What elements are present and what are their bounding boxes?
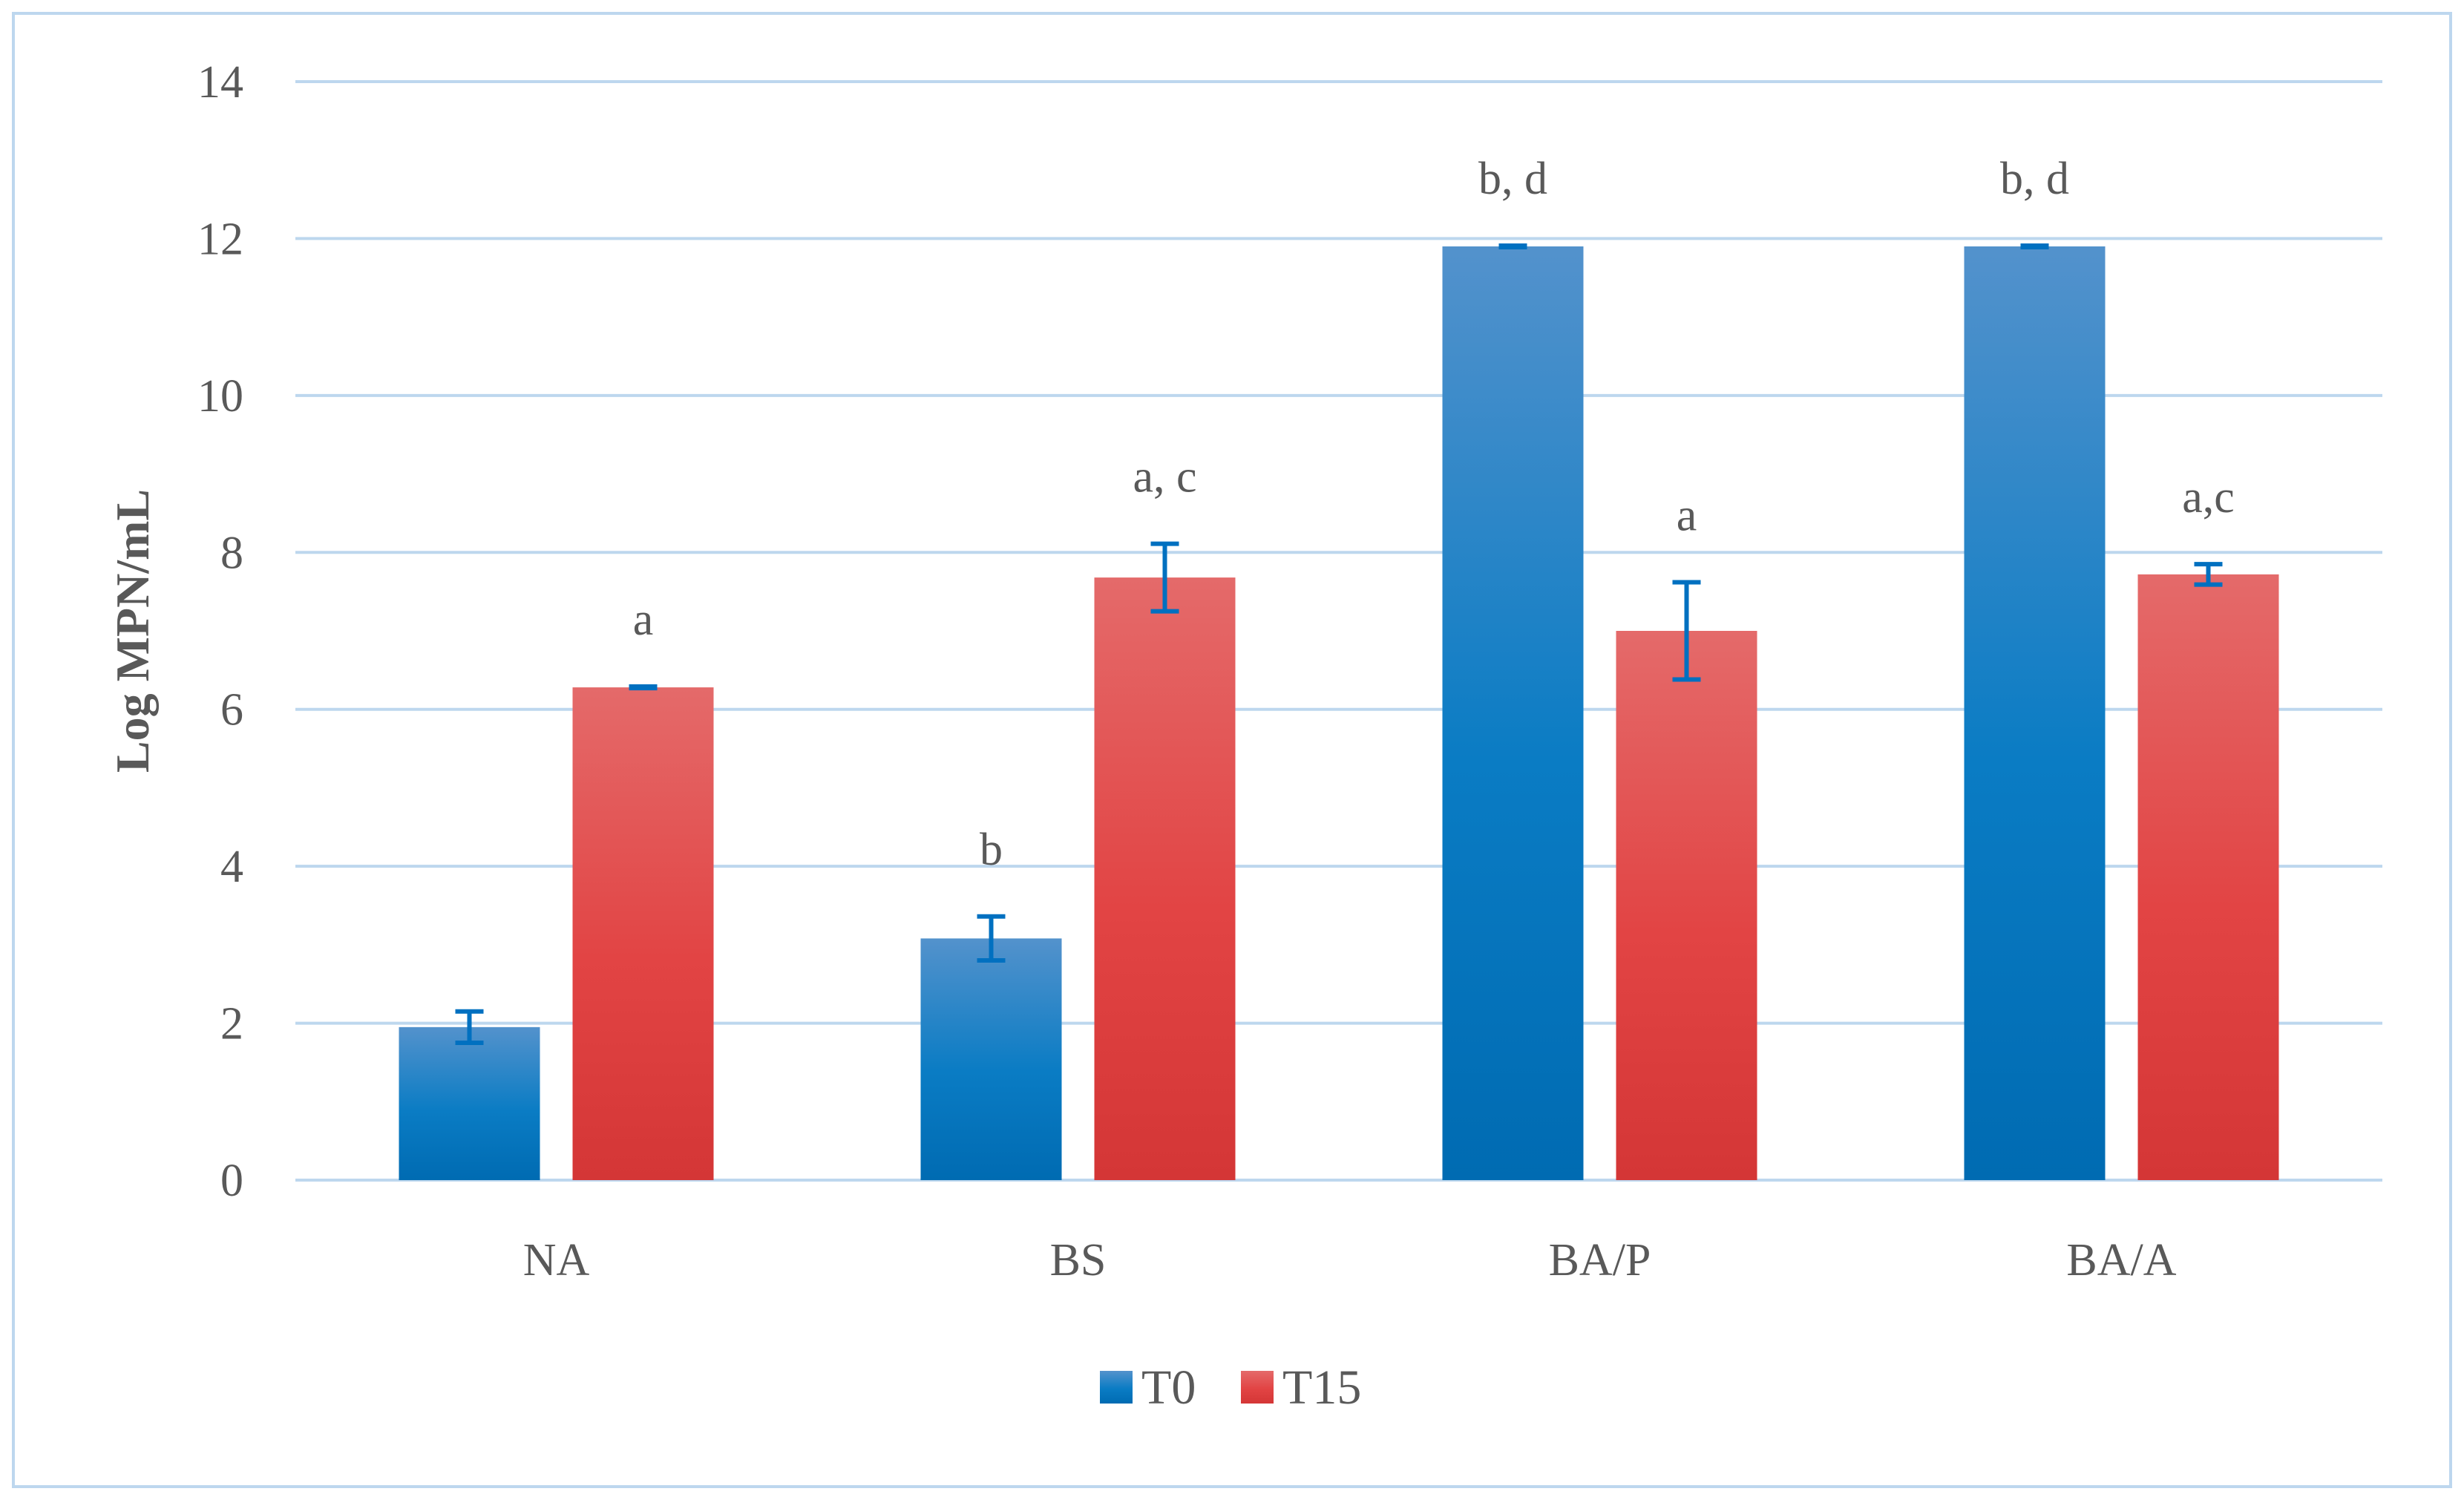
y-tick-label: 0 [220,1156,243,1206]
x-category-label: NA [523,1235,590,1286]
labels: 0 2 4 6 8 10 12 14 a NA b a, c BS b, d a BA/P b, d a,c BA/… [197,57,2235,1286]
significance-label: b, d [2000,154,2069,204]
bar-t0-na [399,1026,540,1180]
y-tick-label: 4 [220,842,243,892]
bar-t15-ba-p [1616,631,1757,1180]
legend: T0 T15 [1100,1360,1361,1415]
x-category-label: BS [1050,1235,1107,1286]
y-tick-label: 10 [197,371,243,422]
y-tick-label: 2 [220,999,243,1049]
bar-t0-ba-p [1442,246,1584,1180]
error-bar [2194,562,2223,587]
bar-t15-na [572,687,714,1180]
significance-label: a [633,595,654,645]
legend-label-t15: T15 [1282,1360,1361,1415]
legend-label-t0: T0 [1141,1360,1196,1415]
error-bar [629,684,658,691]
x-category-label: BA/P [1549,1235,1651,1286]
bar-t15-bs [1094,577,1236,1180]
significance-label: b, d [1478,154,1547,204]
bar-t0-ba-a [1964,246,2106,1180]
bar-t0-bs [920,938,1062,1180]
error-bars [455,243,2223,1045]
bar-t15-ba-a [2137,574,2279,1180]
significance-label: a, c [1133,452,1196,502]
legend-swatch-t15 [1241,1371,1274,1404]
y-tick-label: 12 [197,214,243,264]
error-bar [1498,243,1527,250]
y-axis-title: Log MPN/mL [106,489,159,773]
significance-label: a,c [2182,472,2235,523]
error-bar [1150,541,1179,614]
y-tick-label: 8 [220,528,243,578]
x-category-label: BA/A [2066,1235,2176,1286]
significance-label: b [980,825,1003,875]
error-bar [1672,580,1701,682]
error-bar [2020,243,2049,250]
y-tick-label: 14 [197,57,243,108]
bars [399,246,2279,1180]
error-bar [977,914,1006,963]
legend-swatch-t0 [1100,1371,1133,1404]
significance-label: a [1677,490,1697,540]
y-tick-label: 6 [220,685,243,736]
error-bar [455,1009,484,1045]
